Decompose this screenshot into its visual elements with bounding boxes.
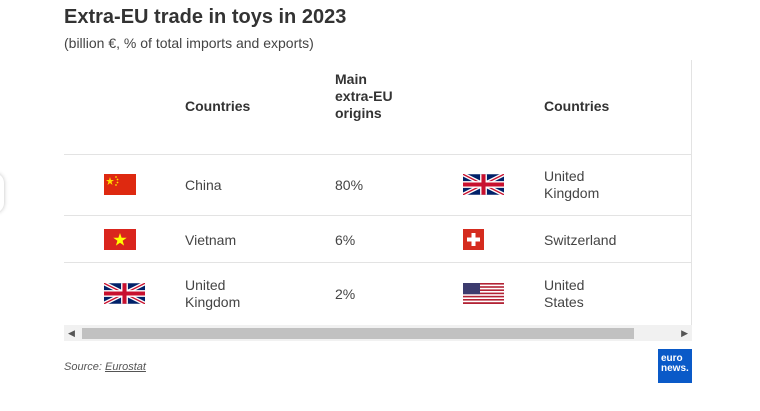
uk-flag-icon (103, 281, 146, 309)
origin-share: 2% (335, 286, 356, 302)
euronews-logo: euro news. (658, 349, 692, 383)
origin-country: United Kingdom (185, 277, 241, 310)
page-subtitle: (billion €, % of total imports and expor… (64, 35, 314, 51)
table-right-edge (691, 60, 692, 325)
vietnam-flag-icon (104, 229, 136, 255)
origin-share: 6% (335, 232, 356, 248)
row-divider (64, 262, 692, 263)
origin-share: 80% (335, 177, 364, 193)
header-main-extra-eu-origins: Main extra-EU origins (335, 71, 393, 121)
origin-country: China (185, 177, 222, 193)
switzerland-flag-icon (463, 229, 484, 255)
logo-line-1: euro (661, 353, 683, 364)
destination-country: United States (544, 277, 585, 310)
row-divider (64, 215, 692, 216)
logo-line-2: news. (661, 363, 689, 374)
source-label: Source: (64, 361, 102, 373)
destination-country: United Kingdom (544, 168, 600, 201)
trade-table: Countries Main extra-EU origins Countrie… (64, 60, 692, 343)
horizontal-scrollbar[interactable]: ◀ ▶ (64, 325, 692, 341)
china-flag-icon (104, 174, 136, 200)
scrollbar-thumb[interactable] (82, 328, 634, 339)
origin-country: Vietnam (185, 232, 237, 248)
source-link[interactable]: Eurostat (104, 361, 146, 373)
source-note: Source: Eurostat (64, 361, 146, 373)
scroll-left-arrow-icon[interactable]: ◀ (68, 328, 75, 338)
uk-flag-icon (462, 172, 505, 200)
destination-country: Switzerland (544, 232, 617, 248)
page-title: Extra-EU trade in toys in 2023 (64, 6, 347, 28)
header-countries-destination: Countries (544, 98, 610, 114)
usa-flag-icon (463, 283, 504, 309)
scroll-right-arrow-icon[interactable]: ▶ (681, 328, 688, 338)
header-countries-origin: Countries (185, 98, 251, 114)
header-divider (64, 154, 692, 155)
left-scroll-handle[interactable] (0, 173, 4, 213)
